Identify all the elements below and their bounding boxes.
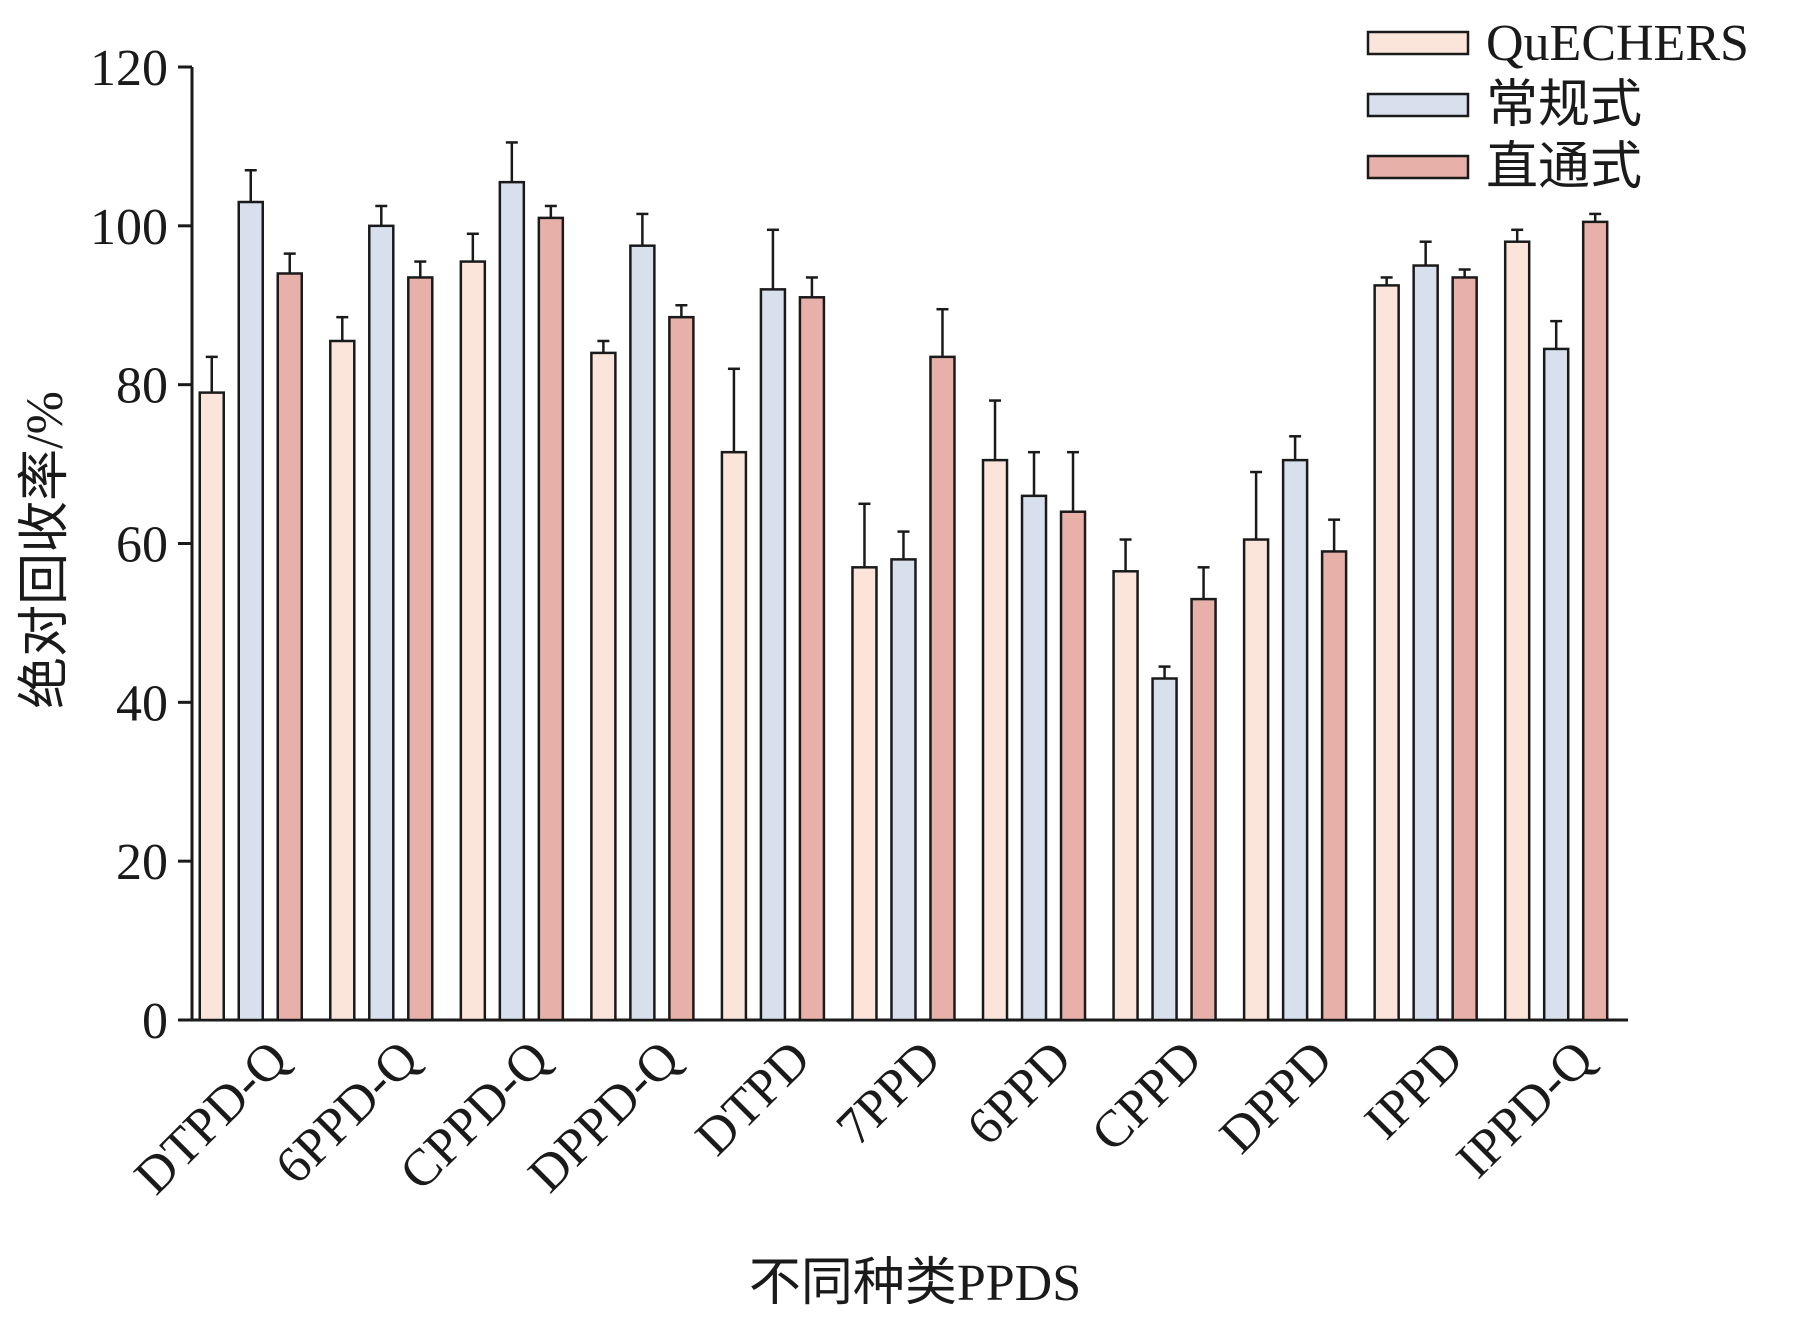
bar <box>1059 510 1087 1022</box>
legend-swatch <box>1366 30 1470 56</box>
bars <box>198 141 1609 1022</box>
x-tick-label: DTPD <box>685 1030 821 1166</box>
bar <box>1451 276 1478 1022</box>
y-axis-title: 绝对回收率/% <box>17 391 74 709</box>
x-tick-label: 6PPD <box>956 1030 1082 1156</box>
y-tick-label: 20 <box>116 834 168 891</box>
bar <box>629 244 656 1022</box>
y-tick-labels: 0 20 40 60 80 100 120 <box>90 40 168 1050</box>
x-axis-title: 不同种类PPDS <box>749 1255 1081 1312</box>
bar <box>1581 220 1609 1022</box>
y-tick-label: 40 <box>116 675 168 732</box>
legend-label: 直通式 <box>1486 139 1642 196</box>
bar <box>1190 597 1217 1022</box>
y-tick-label: 100 <box>90 199 168 256</box>
legend-swatch <box>1366 92 1470 118</box>
bar <box>890 558 917 1022</box>
bar <box>237 200 264 1022</box>
bar <box>1412 264 1439 1022</box>
bar <box>590 351 617 1022</box>
bar <box>368 224 395 1022</box>
bar <box>407 276 434 1022</box>
bar <box>1281 458 1309 1022</box>
y-tick-label: 60 <box>116 517 168 574</box>
bar <box>759 288 787 1022</box>
x-tick-label: IPPD <box>1354 1030 1474 1150</box>
y-tick-label: 120 <box>90 40 168 97</box>
legend-label: 常规式 <box>1486 77 1642 134</box>
x-tick-label: CPPD <box>1081 1030 1213 1162</box>
bar <box>1112 570 1139 1022</box>
bar <box>798 296 826 1022</box>
bar <box>929 355 956 1022</box>
legend-swatch <box>1366 154 1470 180</box>
bar <box>668 315 695 1022</box>
bar <box>459 260 487 1022</box>
bar <box>198 391 225 1022</box>
bar <box>1542 347 1570 1022</box>
bar <box>1373 284 1400 1022</box>
x-tick-label: DTPD-Q <box>124 1030 299 1205</box>
bar <box>981 458 1009 1022</box>
bar <box>498 180 526 1022</box>
bar <box>851 566 878 1022</box>
bar <box>276 272 303 1022</box>
bar <box>1151 677 1178 1022</box>
y-tick-label: 0 <box>142 993 168 1050</box>
bar <box>537 216 565 1022</box>
bar <box>1020 494 1048 1022</box>
bar <box>1320 550 1348 1022</box>
x-tick-label: DPPD <box>1209 1030 1343 1164</box>
bar <box>1503 240 1531 1022</box>
legend-label: QuECHERS <box>1486 15 1749 72</box>
bar <box>329 339 356 1022</box>
bar <box>1242 538 1270 1022</box>
x-tick-label: 7PPD <box>826 1030 952 1156</box>
x-tick-label: IPPD-Q <box>1446 1030 1605 1189</box>
bar <box>720 450 748 1022</box>
y-tick-label: 80 <box>116 358 168 415</box>
